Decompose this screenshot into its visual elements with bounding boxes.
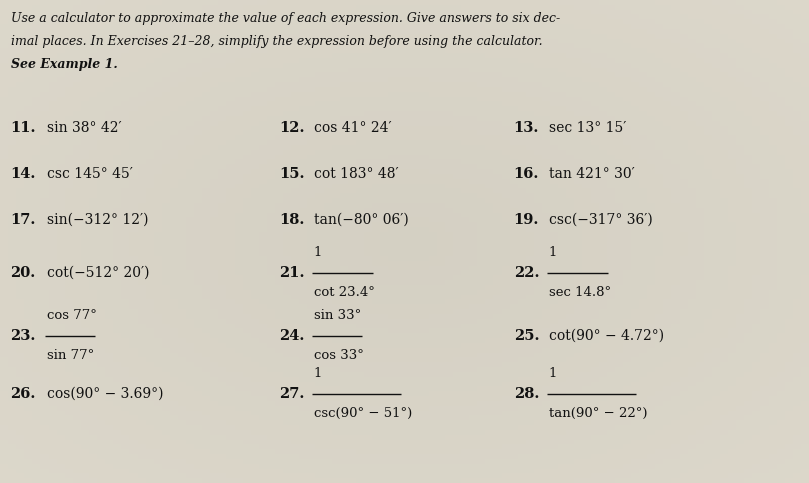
Text: 23.: 23.	[11, 329, 36, 342]
Text: 1: 1	[549, 246, 557, 259]
Text: 22.: 22.	[514, 266, 540, 280]
Text: 19.: 19.	[514, 213, 539, 227]
Text: 15.: 15.	[279, 167, 305, 181]
Text: 13.: 13.	[514, 121, 539, 135]
Text: tan 421° 30′: tan 421° 30′	[549, 167, 634, 181]
Text: Use a calculator to approximate the value of each expression. Give answers to si: Use a calculator to approximate the valu…	[11, 12, 560, 25]
Text: sec 13° 15′: sec 13° 15′	[549, 121, 626, 135]
Text: 1: 1	[549, 367, 557, 380]
Text: cot(−512° 20′): cot(−512° 20′)	[47, 266, 150, 280]
Text: 18.: 18.	[279, 213, 304, 227]
Text: tan(−80° 06′): tan(−80° 06′)	[314, 213, 409, 227]
Text: 14.: 14.	[11, 167, 36, 181]
Text: cot 183° 48′: cot 183° 48′	[314, 167, 399, 181]
Text: cos 77°: cos 77°	[47, 309, 97, 322]
Text: sec 14.8°: sec 14.8°	[549, 286, 611, 299]
Text: cot(90° − 4.72°): cot(90° − 4.72°)	[549, 329, 663, 342]
Text: csc(90° − 51°): csc(90° − 51°)	[314, 407, 412, 420]
Text: cos 41° 24′: cos 41° 24′	[314, 121, 392, 135]
Text: 17.: 17.	[11, 213, 36, 227]
Text: 1: 1	[314, 246, 322, 259]
Text: sin 77°: sin 77°	[47, 349, 94, 362]
Text: cos(90° − 3.69°): cos(90° − 3.69°)	[47, 387, 163, 400]
Text: 24.: 24.	[279, 329, 304, 342]
Text: 26.: 26.	[11, 387, 36, 400]
Text: imal places. In Exercises 21–28, simplify the expression before using the calcul: imal places. In Exercises 21–28, simplif…	[11, 35, 542, 48]
Text: 27.: 27.	[279, 387, 304, 400]
Text: csc(−317° 36′): csc(−317° 36′)	[549, 213, 652, 227]
Text: 20.: 20.	[11, 266, 36, 280]
Text: sin 38° 42′: sin 38° 42′	[47, 121, 121, 135]
Text: 28.: 28.	[514, 387, 539, 400]
Text: sin(−312° 12′): sin(−312° 12′)	[47, 213, 148, 227]
Text: 1: 1	[314, 367, 322, 380]
Text: tan(90° − 22°): tan(90° − 22°)	[549, 407, 647, 420]
Text: cot 23.4°: cot 23.4°	[314, 286, 375, 299]
Text: csc 145° 45′: csc 145° 45′	[47, 167, 133, 181]
Text: 11.: 11.	[11, 121, 36, 135]
Text: 12.: 12.	[279, 121, 305, 135]
Text: 21.: 21.	[279, 266, 305, 280]
Text: sin 33°: sin 33°	[314, 309, 361, 322]
Text: See Example 1.: See Example 1.	[11, 58, 117, 71]
Text: cos 33°: cos 33°	[314, 349, 364, 362]
Text: 25.: 25.	[514, 329, 540, 342]
Text: 16.: 16.	[514, 167, 539, 181]
